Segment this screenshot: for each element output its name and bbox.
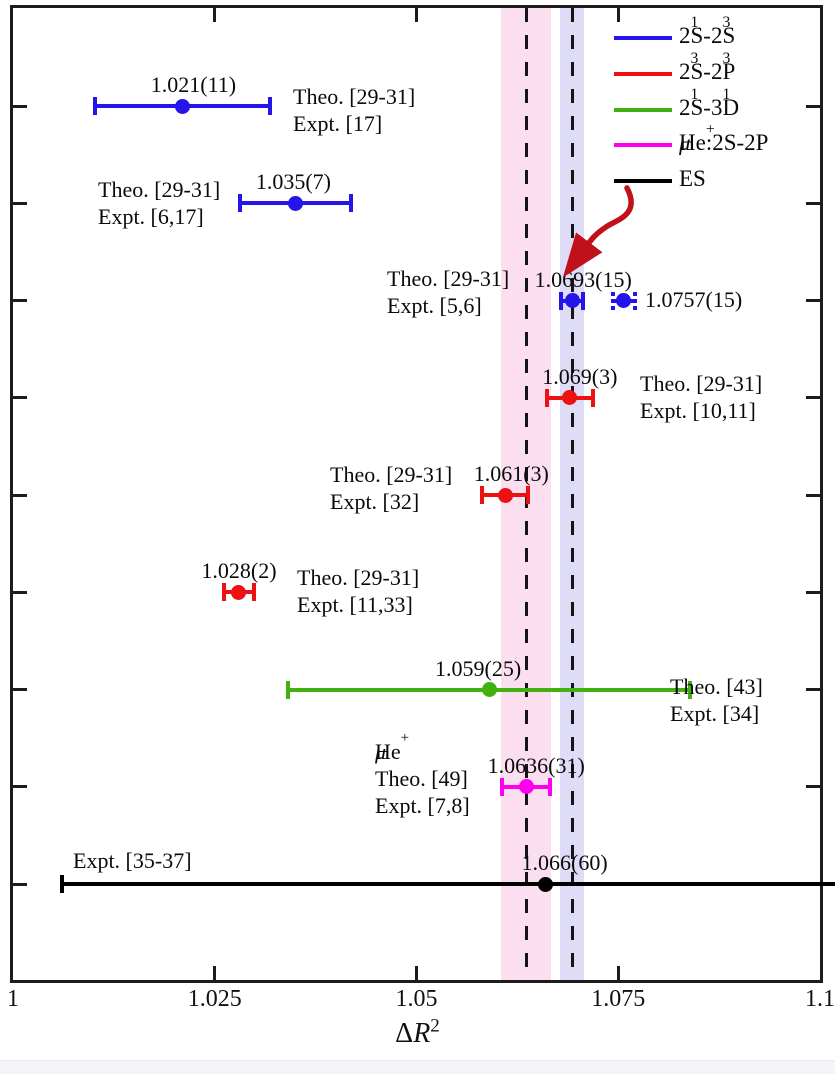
legend-swatch — [614, 179, 672, 183]
data-point-marker — [287, 195, 303, 211]
error-bar-cap — [526, 486, 531, 504]
value-label: 1.028(2) — [201, 558, 277, 584]
error-bar-cap — [687, 680, 692, 699]
reference-citation: Expt. [35-37] — [73, 847, 192, 873]
error-bar-cap — [480, 486, 485, 504]
error-bar-cap — [610, 291, 615, 310]
y-tick — [13, 299, 27, 302]
data-point-marker — [231, 584, 247, 600]
data-point-marker — [564, 293, 580, 308]
reference-citation: Theo. [29-31] Expt. [17] — [293, 84, 416, 136]
value-label: 1.0757(15) — [645, 286, 743, 312]
x-tick — [213, 8, 217, 22]
reference-citation: Theo. [29-31] Expt. [6,17] — [98, 177, 221, 229]
y-tick — [806, 785, 820, 789]
viewer-footer-strip — [0, 1060, 835, 1074]
error-bar-cap — [544, 388, 549, 407]
y-tick — [806, 104, 820, 108]
x-tick — [415, 966, 418, 980]
x-tick-label: 1 — [7, 986, 19, 1012]
value-label: 1.069(3) — [542, 363, 618, 389]
value-label: 1.066(60) — [521, 850, 608, 875]
x-tick-label: 1.1 — [805, 986, 835, 1012]
y-tick — [806, 688, 820, 691]
data-point-marker — [562, 390, 578, 406]
legend-label: 2 3 S-2 3 P — [679, 49, 736, 84]
error-bar-cap — [559, 291, 564, 310]
data-point-marker — [481, 682, 497, 697]
y-tick — [13, 201, 27, 205]
y-tick — [806, 299, 820, 302]
data-point-marker — [538, 876, 554, 892]
legend-label: ES — [679, 166, 706, 191]
value-label: 1.059(25) — [435, 655, 522, 681]
error-bar-cap — [500, 777, 505, 796]
x-axis-title: ΔR2 — [0, 1015, 835, 1050]
y-tick — [13, 688, 27, 691]
x-tick — [616, 8, 620, 22]
y-tick — [13, 590, 27, 594]
y-tick — [13, 493, 27, 497]
y-tick — [13, 785, 27, 789]
legend-label: μ He +:2S-2P — [679, 121, 769, 156]
reference-citation: Theo. [29-31] Expt. [5,6] — [387, 266, 510, 318]
value-label: 1.0636(31) — [487, 752, 585, 778]
y-tick — [13, 396, 27, 400]
y-tick — [806, 493, 820, 497]
legend-label: 2 1 S-2 3 S — [679, 14, 736, 48]
error-bar-cap — [591, 388, 596, 407]
error-bar-cap — [252, 583, 257, 602]
value-label: 1.021(11) — [150, 72, 237, 97]
x-tick — [415, 8, 418, 22]
reference-citation: μ He + Theo. [49] Expt. [7,8] — [375, 729, 470, 818]
x-tick-label: 1.025 — [187, 986, 242, 1012]
y-tick — [806, 201, 820, 205]
error-bar-cap — [633, 291, 637, 310]
value-label: 1.0693(15) — [534, 266, 632, 292]
error-bar-cap — [92, 97, 97, 115]
error-bar-cap — [268, 97, 273, 115]
error-bar — [61, 882, 835, 886]
legend-swatch — [614, 36, 672, 40]
error-bar-cap — [581, 291, 586, 310]
data-point-marker — [497, 487, 513, 503]
value-label: 1.061(3) — [473, 461, 549, 486]
reference-dashed-line — [570, 8, 574, 980]
error-bar-cap — [348, 194, 353, 213]
x-axis-title-exponent: 2 — [430, 1015, 440, 1037]
reference-citation: Theo. [43] Expt. [34] — [670, 674, 763, 726]
error-bar-cap — [548, 777, 553, 796]
legend-swatch — [614, 143, 672, 148]
error-bar-cap — [60, 875, 65, 893]
reference-citation: Theo. [29-31] Expt. [32] — [330, 462, 453, 514]
legend-label: 2 1 S-3 1 D — [679, 85, 740, 120]
legend-swatch — [614, 107, 672, 112]
y-tick — [806, 396, 820, 400]
x-axis-title-symbol: R — [413, 1018, 431, 1049]
data-point-marker — [518, 779, 534, 795]
y-tick — [13, 882, 27, 886]
data-point-marker — [174, 98, 190, 114]
reference-citation: Theo. [29-31] Expt. [10,11] — [640, 371, 763, 423]
x-tick-label: 1.05 — [395, 986, 438, 1012]
reference-citation: Theo. [29-31] Expt. [11,33] — [297, 565, 420, 617]
y-tick — [806, 590, 820, 594]
x-tick — [616, 966, 620, 980]
x-tick — [213, 966, 217, 980]
x-axis-title-delta: Δ — [395, 1018, 414, 1049]
error-bar-cap — [286, 680, 291, 699]
legend-swatch — [614, 71, 672, 76]
error-bar-cap — [221, 583, 226, 602]
data-point-marker — [616, 293, 632, 308]
y-tick — [13, 104, 27, 108]
x-tick-label: 1.075 — [591, 986, 646, 1012]
value-label: 1.035(7) — [255, 169, 332, 195]
error-bar-cap — [237, 194, 242, 213]
